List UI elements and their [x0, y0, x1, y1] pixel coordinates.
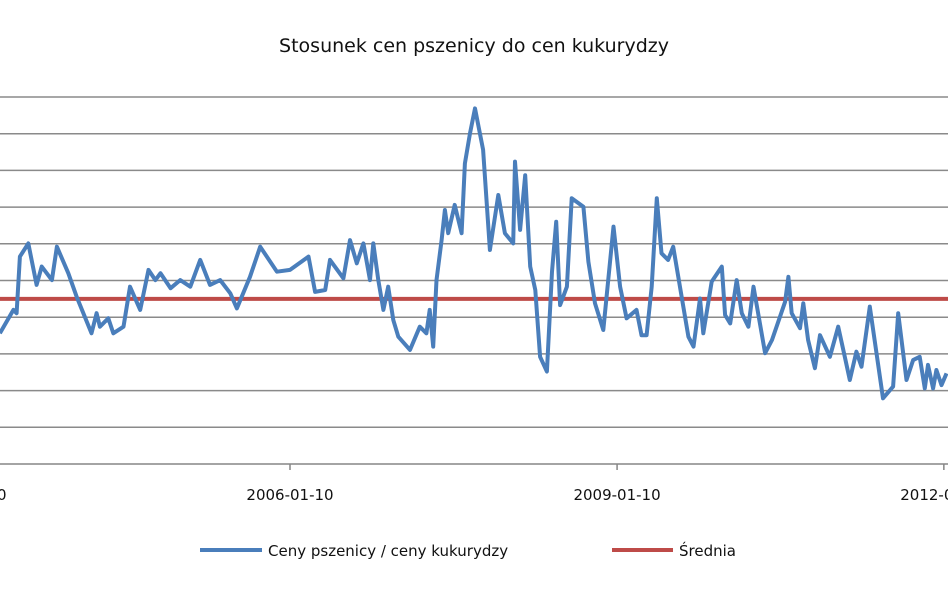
legend-label-ratio: Ceny pszenicy / ceny kukurydzy [268, 542, 508, 560]
legend: Ceny pszenicy / ceny kukurydzy Średnia [200, 541, 736, 560]
gridlines [0, 96, 948, 465]
x-tick-label: 2003-01-10 [0, 486, 7, 504]
x-tick-label: 2009-01-10 [573, 486, 660, 504]
x-tick-label: 2006-01-10 [246, 486, 333, 504]
chart-title: Stosunek cen pszenicy do cen kukurydzy [279, 35, 669, 57]
x-tick-label: 2012-01-10 [900, 486, 948, 504]
legend-label-mean: Średnia [679, 541, 736, 560]
ratio-series-line [0, 106, 948, 401]
x-axis: 2003-01-10 2006-01-10 2009-01-10 2012-01-10 [0, 464, 948, 504]
